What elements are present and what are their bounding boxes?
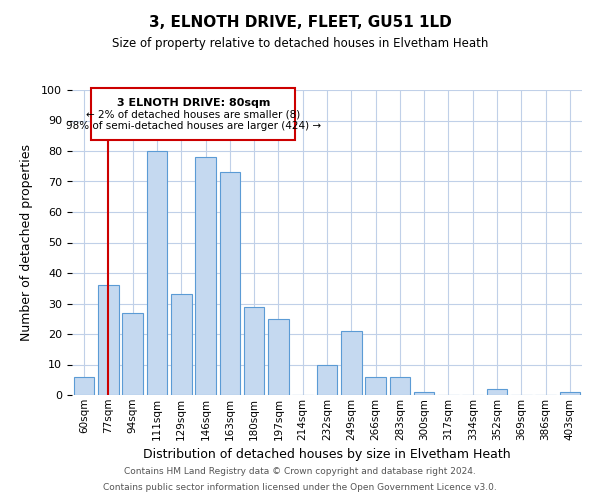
Bar: [317, 364, 337, 395]
Text: Size of property relative to detached houses in Elvetham Heath: Size of property relative to detached ho…: [112, 38, 488, 51]
Bar: [91, 88, 295, 141]
X-axis label: Distribution of detached houses by size in Elvetham Heath: Distribution of detached houses by size …: [143, 448, 511, 461]
Bar: [98, 285, 119, 395]
Text: Contains HM Land Registry data © Crown copyright and database right 2024.: Contains HM Land Registry data © Crown c…: [124, 467, 476, 476]
Bar: [244, 306, 265, 395]
Text: 3 ELNOTH DRIVE: 80sqm: 3 ELNOTH DRIVE: 80sqm: [117, 98, 270, 108]
Bar: [560, 392, 580, 395]
Text: ← 2% of detached houses are smaller (8): ← 2% of detached houses are smaller (8): [86, 110, 301, 120]
Bar: [389, 376, 410, 395]
Y-axis label: Number of detached properties: Number of detached properties: [20, 144, 33, 341]
Bar: [220, 172, 240, 395]
Bar: [341, 331, 362, 395]
Bar: [365, 376, 386, 395]
Text: 98% of semi-detached houses are larger (424) →: 98% of semi-detached houses are larger (…: [66, 121, 321, 131]
Bar: [146, 151, 167, 395]
Bar: [122, 312, 143, 395]
Bar: [268, 319, 289, 395]
Text: Contains public sector information licensed under the Open Government Licence v3: Contains public sector information licen…: [103, 484, 497, 492]
Bar: [171, 294, 191, 395]
Bar: [74, 376, 94, 395]
Text: 3, ELNOTH DRIVE, FLEET, GU51 1LD: 3, ELNOTH DRIVE, FLEET, GU51 1LD: [149, 15, 451, 30]
Bar: [487, 389, 508, 395]
Bar: [414, 392, 434, 395]
Bar: [195, 157, 216, 395]
